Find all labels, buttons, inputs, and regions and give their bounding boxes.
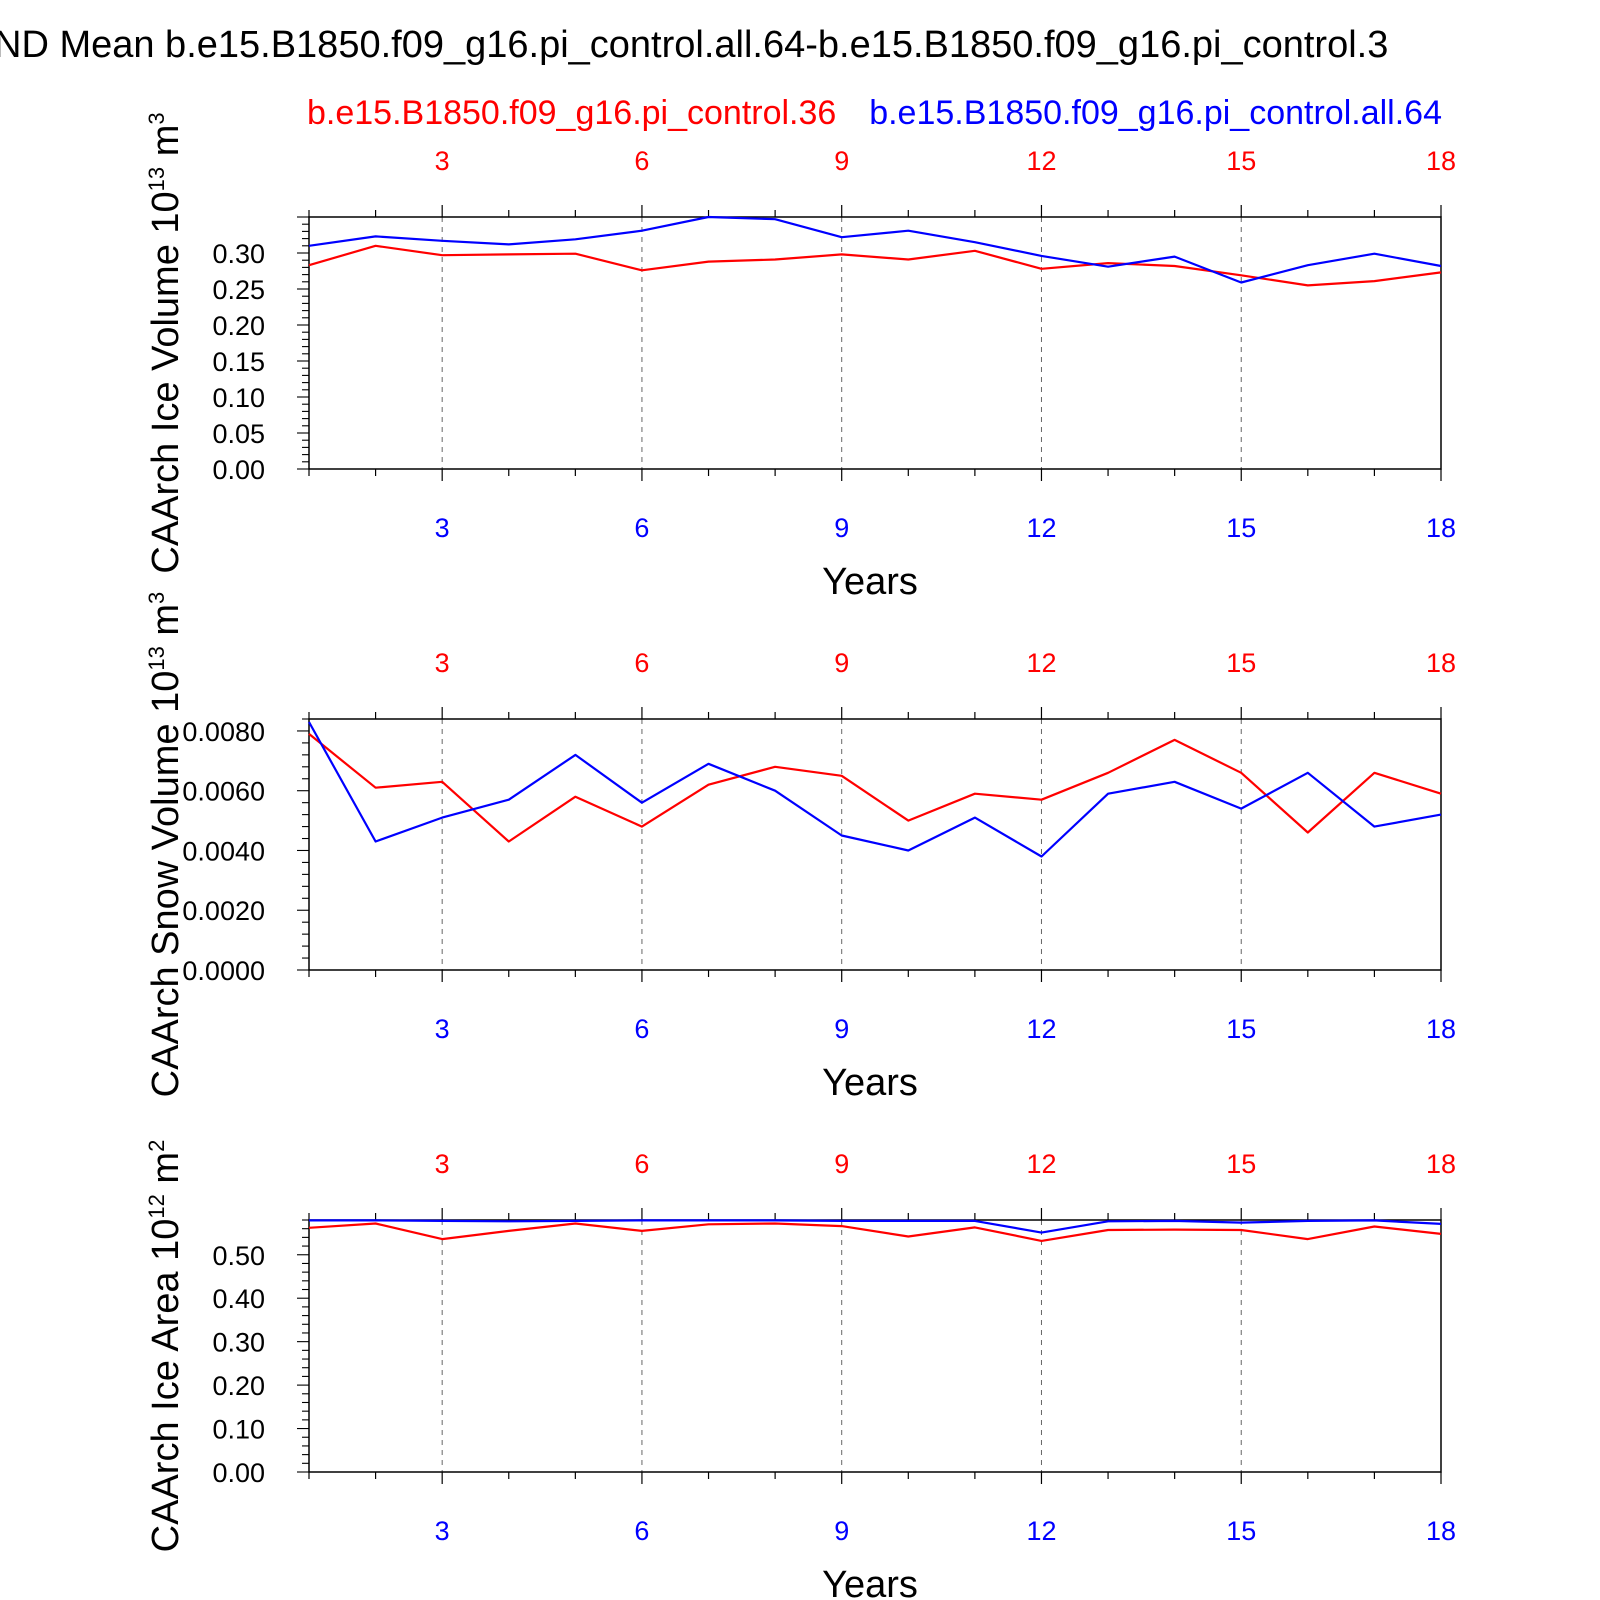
y-tick-label: 0.10 [212, 383, 265, 413]
legend-blue-label: b.e15.B1850.f09_g16.pi_control.all.64 [869, 94, 1442, 132]
top-x-tick-label: 18 [1426, 1149, 1456, 1179]
bottom-x-tick-label: 3 [435, 1014, 450, 1044]
y-tick-label: 0.10 [212, 1415, 265, 1445]
plot-frame [308, 718, 1442, 971]
bottom-x-tick-label: 12 [1026, 1516, 1056, 1546]
top-x-tick-label: 15 [1226, 1149, 1256, 1179]
y-tick-label: 0.00 [212, 1458, 265, 1488]
series-line-red [308, 244, 1442, 287]
y-tick-label: 0.0060 [182, 777, 265, 807]
x-axis-title: Years [822, 1062, 918, 1104]
top-x-tick-label: 3 [435, 1149, 450, 1179]
top-x-tick-label: 12 [1026, 1149, 1056, 1179]
bottom-x-tick-label: 15 [1226, 1014, 1256, 1044]
legend-red-label: b.e15.B1850.f09_g16.pi_control.36 [307, 94, 836, 132]
bottom-x-tick-label: 18 [1426, 1014, 1456, 1044]
top-x-tick-label: 9 [834, 648, 849, 678]
bottom-x-tick-label: 15 [1226, 513, 1256, 543]
x-axis-title: Years [822, 1564, 918, 1600]
chart-panel-1: 3 3 6 6 9 9 12 12 15 15 18 18 0.00 0.05 0.10 0.15 0.20 0.… [144, 112, 1456, 603]
y-tick-label: 0.0000 [182, 956, 265, 986]
top-x-tick-label: 12 [1026, 648, 1056, 678]
y-axis-title: CAArch Snow Volume 1013 m3 [144, 592, 187, 1098]
y-tick-label: 0.25 [212, 275, 265, 305]
y-tick-label: 0.30 [212, 239, 265, 269]
y-tick-label: 0.30 [212, 1328, 265, 1358]
y-tick-label: 0.20 [212, 1371, 265, 1401]
figure-title: ND Mean b.e15.B1850.f09_g16.pi_control.a… [0, 24, 1388, 66]
bottom-x-tick-label: 18 [1426, 513, 1456, 543]
top-x-tick-label: 6 [634, 146, 649, 176]
top-x-tick-label: 3 [435, 146, 450, 176]
chart-panel-3: 3 3 6 6 9 9 12 12 15 15 18 18 0.00 0.10 0.20 0.30 0.40 0.… [144, 1140, 1456, 1600]
top-x-tick-label: 6 [634, 1149, 649, 1179]
series-line-blue [308, 215, 1442, 284]
bottom-x-tick-label: 3 [435, 1516, 450, 1546]
bottom-x-tick-label: 9 [834, 1516, 849, 1546]
top-x-tick-label: 9 [834, 1149, 849, 1179]
y-tick-label: 0.50 [212, 1241, 265, 1271]
y-tick-label: 0.0040 [182, 836, 265, 866]
bottom-x-tick-label: 12 [1026, 513, 1056, 543]
y-tick-label: 0.15 [212, 347, 265, 377]
top-x-tick-label: 15 [1226, 648, 1256, 678]
bottom-x-tick-label: 6 [634, 513, 649, 543]
bottom-x-tick-label: 6 [634, 1516, 649, 1546]
y-tick-label: 0.0020 [182, 896, 265, 926]
series-line-blue [308, 721, 1442, 858]
y-axis-title: CAArch Ice Area 1012 m2 [144, 1140, 187, 1553]
plot-frame [308, 216, 1442, 470]
chart-panels: 3 3 6 6 9 9 12 12 15 15 18 18 0.00 0.05 0.10 0.15 0.20 0.… [144, 112, 1456, 1600]
series-line-red [308, 733, 1442, 843]
top-x-tick-label: 3 [435, 648, 450, 678]
y-tick-label: 0.40 [212, 1284, 265, 1314]
top-x-tick-label: 6 [634, 648, 649, 678]
top-x-tick-label: 18 [1426, 648, 1456, 678]
bottom-x-tick-label: 15 [1226, 1516, 1256, 1546]
y-axis-title: CAArch Ice Volume 1013 m3 [144, 112, 187, 573]
top-x-tick-label: 9 [834, 146, 849, 176]
bottom-x-tick-label: 9 [834, 1014, 849, 1044]
y-tick-label: 0.20 [212, 311, 265, 341]
chart-panel-2: 3 3 6 6 9 9 12 12 15 15 18 18 0.0000 0.0020 0.0040 0.00… [144, 592, 1456, 1104]
x-axis-title: Years [822, 561, 918, 603]
top-x-tick-label: 18 [1426, 146, 1456, 176]
y-tick-label: 0.0080 [182, 717, 265, 747]
top-x-tick-label: 12 [1026, 146, 1056, 176]
bottom-x-tick-label: 18 [1426, 1516, 1456, 1546]
series-line-blue [309, 1219, 1442, 1234]
top-x-tick-label: 15 [1226, 146, 1256, 176]
series-line-red [308, 1222, 1442, 1243]
y-tick-label: 0.00 [212, 455, 265, 485]
bottom-x-tick-label: 12 [1026, 1014, 1056, 1044]
bottom-x-tick-label: 6 [634, 1014, 649, 1044]
bottom-x-tick-label: 9 [834, 513, 849, 543]
y-tick-label: 0.05 [212, 419, 265, 449]
plot-frame [308, 1219, 1442, 1473]
bottom-x-tick-label: 3 [435, 513, 450, 543]
